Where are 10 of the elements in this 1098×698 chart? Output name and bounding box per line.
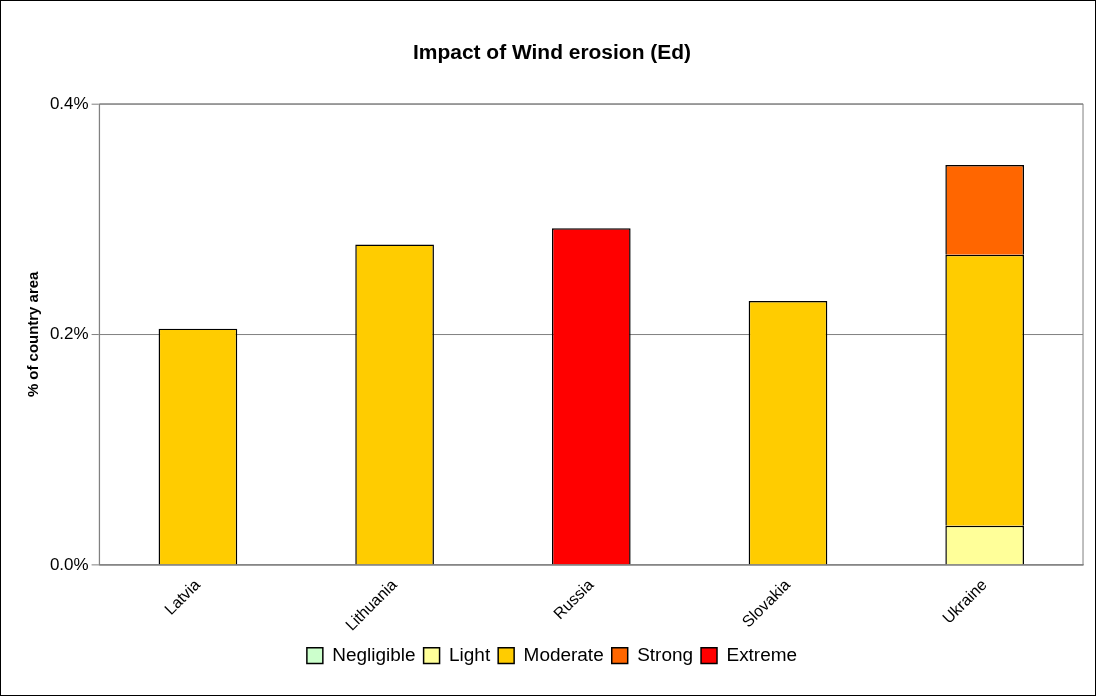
y-axis-title: % of country area: [24, 271, 42, 398]
y-tick-label: 0.0%: [49, 554, 89, 574]
legend-label: Negligible: [332, 643, 416, 665]
legend-label: Strong: [637, 643, 694, 665]
y-tick-label: 0.2%: [49, 324, 89, 344]
legend-label: Light: [449, 643, 491, 665]
legend-label: Moderate: [523, 643, 604, 665]
y-tick-label: 0.4%: [49, 93, 89, 113]
chart-title: Impact of Wind erosion (Ed): [413, 40, 691, 64]
legend-label: Extreme: [726, 643, 798, 665]
